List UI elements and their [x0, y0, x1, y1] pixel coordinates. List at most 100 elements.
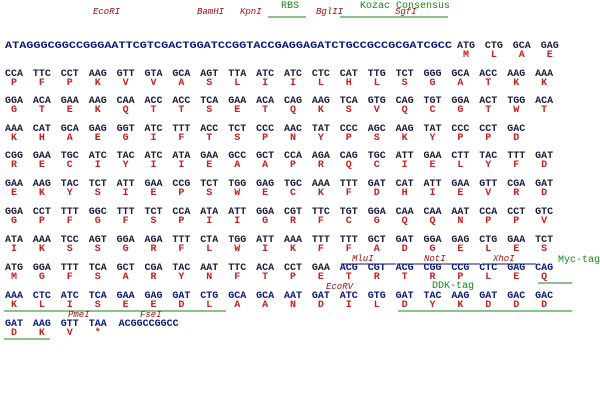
amino-acid: L [206, 244, 212, 255]
codon: GAA [312, 263, 330, 274]
amino-acid: K [318, 105, 324, 116]
codon: GCA [172, 69, 190, 80]
codon: ATT [424, 179, 442, 190]
enzyme-label: XhoI [492, 254, 515, 264]
amino-acid: K [39, 188, 45, 199]
amino-acid: M [11, 272, 17, 283]
codon: ACC [479, 69, 497, 80]
amino-acid: A [519, 50, 525, 61]
amino-acid: L [485, 272, 491, 283]
amino-acid: P [485, 216, 491, 227]
codon: GAG [256, 179, 274, 190]
codon: AAG [89, 96, 107, 107]
amino-acid: P [513, 216, 519, 227]
amino-acid: I [150, 160, 156, 171]
codon: GAG [89, 124, 107, 135]
amino-acid: G [11, 105, 17, 116]
codon: GGA [368, 207, 386, 218]
codon: TAA [89, 319, 107, 330]
amino-acid: F [67, 216, 73, 227]
amino-acid: I [290, 78, 296, 89]
codon: GCA [513, 41, 531, 52]
codon: TAC [479, 151, 497, 162]
codon: TCA [89, 291, 107, 302]
codon: CTA [200, 235, 218, 246]
amino-acid: R [318, 160, 324, 171]
codon: AAA [5, 124, 23, 135]
codon: CCT [284, 263, 302, 274]
codon: CAA [396, 207, 414, 218]
amino-acid: S [374, 133, 380, 144]
codon: TCA [200, 96, 218, 107]
amino-acid: Y [123, 160, 129, 171]
codon: AAG [312, 96, 330, 107]
codon: TTT [172, 124, 190, 135]
codon: TCT [228, 124, 246, 135]
codon: ATT [228, 207, 246, 218]
codon: CCT [507, 207, 525, 218]
amino-acid: K [457, 300, 463, 311]
codon: GAT [368, 179, 386, 190]
amino-acid: L [374, 78, 380, 89]
amino-acid: E [11, 188, 17, 199]
amino-acid: K [290, 244, 296, 255]
codon: ATC [61, 291, 79, 302]
codon: ACT [479, 96, 497, 107]
codon: CCA [284, 151, 302, 162]
codon: TTT [312, 235, 330, 246]
amino-acid: A [262, 300, 268, 311]
enzyme-label: FseI [140, 310, 162, 320]
codon: CTG [485, 41, 503, 52]
amino-acid: P [11, 78, 17, 89]
codon: AAT [284, 291, 302, 302]
amino-acid: T [541, 105, 547, 116]
amino-acid: K [541, 78, 547, 89]
amino-acid: I [234, 216, 240, 227]
codon: CCC [256, 124, 274, 135]
codon: CCA [5, 69, 23, 80]
amino-acid: H [39, 133, 45, 144]
amino-acid: S [95, 244, 101, 255]
codon: AGA [145, 235, 163, 246]
codon: GCC [228, 151, 246, 162]
amino-acid: I [429, 188, 435, 199]
tag-label: Myc-tag [558, 255, 600, 266]
codon: AAG [451, 291, 469, 302]
codon: GAA [61, 96, 79, 107]
codon: AGT [200, 69, 218, 80]
codon: CTC [312, 69, 330, 80]
codon: GTG [368, 291, 386, 302]
codon: TAC [424, 291, 442, 302]
codon: GTT [61, 319, 79, 330]
amino-acid: A [234, 300, 240, 311]
amino-acid: L [318, 78, 324, 89]
codon: CCG [451, 263, 469, 274]
amino-acid: I [150, 133, 156, 144]
amino-acid: I [95, 160, 101, 171]
amino-acid: R [374, 272, 380, 283]
codon: TAC [172, 263, 190, 274]
amino-acid: N [457, 216, 463, 227]
amino-acid: N [290, 133, 296, 144]
amino-acid: A [374, 244, 380, 255]
codon: GGA [424, 235, 442, 246]
amino-acid: E [513, 244, 519, 255]
amino-acid: Y [318, 133, 324, 144]
amino-acid: E [234, 105, 240, 116]
codon: AAA [284, 235, 302, 246]
amino-acid: S [541, 244, 547, 255]
codon: ACA [256, 96, 274, 107]
amino-acid: S [206, 188, 212, 199]
amino-acid: A [178, 78, 184, 89]
amino-acid: I [178, 160, 184, 171]
codon: ATT [117, 179, 135, 190]
amino-acid: E [150, 300, 156, 311]
codon: ATC [340, 291, 358, 302]
codon: TGC [368, 151, 386, 162]
amino-acid: Q [541, 272, 547, 283]
amino-acid: I [346, 300, 352, 311]
codon: GAA [507, 235, 525, 246]
codon: TCT [535, 235, 553, 246]
enzyme-label: BglII [316, 7, 344, 17]
amino-acid: L [206, 300, 212, 311]
